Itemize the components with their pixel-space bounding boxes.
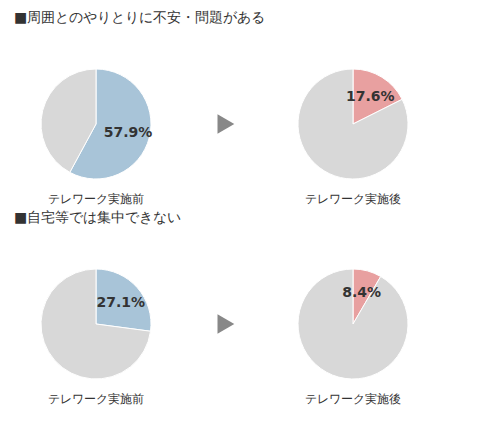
data-label: 8.4% [342, 284, 381, 300]
pie-chart: ■自宅等では集中できない 27.1% テレワーク実施前 [14, 209, 181, 405]
pie-slice [41, 69, 96, 172]
pie-label: テレワーク実施前 [48, 192, 144, 206]
pie-chart: 8.4% テレワーク実施後 [298, 269, 408, 406]
pie-slice [96, 269, 151, 331]
chart-canvas: ■周囲とのやりとりに不安・問題がある 57.9% テレワーク実施前 17.6% テレワー… [0, 0, 504, 426]
pie-slice [298, 69, 408, 179]
chart-title: ■自宅等では集中できない [14, 209, 181, 225]
pie-chart: 17.6% テレワーク実施後 [298, 69, 408, 206]
data-label: 57.9% [104, 124, 153, 140]
pie-label: テレワーク実施前 [48, 392, 144, 406]
pie-chart: ■周囲とのやりとりに不安・問題がある 57.9% テレワーク実施前 [14, 9, 265, 205]
arrow [218, 314, 235, 334]
data-label: 27.1% [97, 294, 146, 310]
pie-slice [41, 269, 151, 379]
pie-label: テレワーク実施後 [305, 192, 401, 206]
arrow [218, 114, 235, 134]
pie-label: テレワーク実施後 [305, 392, 401, 406]
chart-title: ■周囲とのやりとりに不安・問題がある [14, 9, 265, 25]
pie-slice [298, 269, 408, 379]
data-label: 17.6% [346, 88, 395, 104]
